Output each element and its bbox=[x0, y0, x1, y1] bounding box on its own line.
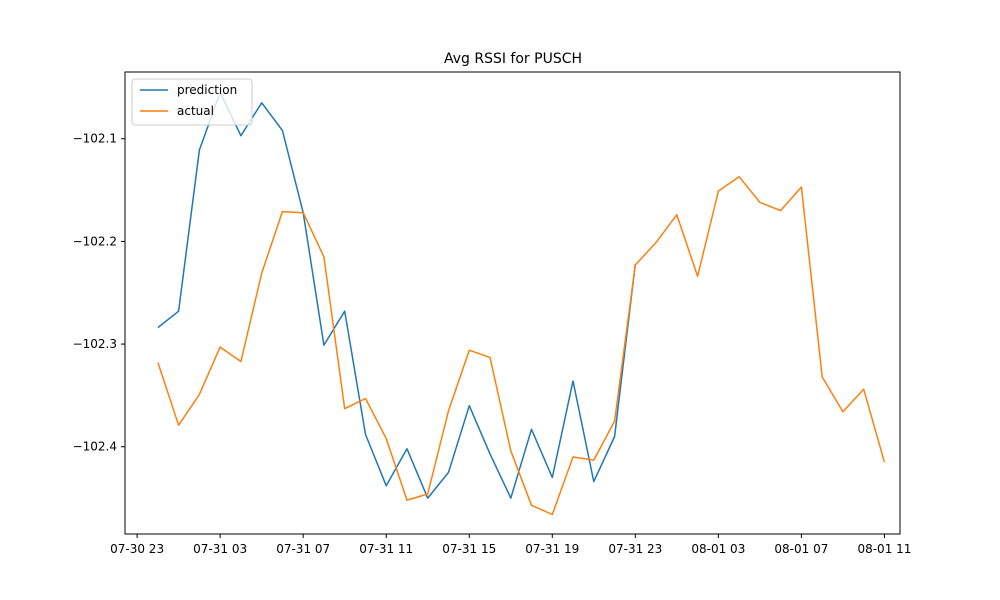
x-axis: 07-30 23 07-31 03 07-31 07 07-31 11 07-31 15… bbox=[110, 534, 911, 556]
x-tick-label: 08-01 07 bbox=[774, 542, 828, 556]
x-tick-label: 07-30 23 bbox=[110, 542, 164, 556]
series-line-prediction bbox=[157, 91, 637, 499]
legend: prediction actual bbox=[131, 78, 253, 126]
x-tick-label: 08-01 11 bbox=[857, 542, 911, 556]
series-layer bbox=[157, 91, 886, 516]
plot-area bbox=[124, 71, 901, 535]
y-tick-label: −102.3 bbox=[73, 337, 117, 351]
y-tick-label: −102.2 bbox=[73, 234, 117, 248]
x-tick-label: 08-01 03 bbox=[691, 542, 745, 556]
x-tick-label: 07-31 19 bbox=[525, 542, 579, 556]
chart-title: Avg RSSI for PUSCH bbox=[444, 51, 582, 67]
x-tick-label: 07-31 11 bbox=[359, 542, 413, 556]
x-tick-label: 07-31 23 bbox=[608, 542, 662, 556]
legend-label-prediction: prediction bbox=[177, 83, 237, 97]
legend-label-actual: actual bbox=[177, 104, 214, 118]
y-tick-label: −102.1 bbox=[73, 132, 117, 146]
x-tick-label: 07-31 07 bbox=[276, 542, 330, 556]
x-tick-label: 07-31 15 bbox=[442, 542, 496, 556]
series-line-actual bbox=[157, 175, 886, 516]
y-tick-label: −102.4 bbox=[73, 440, 117, 454]
y-axis: −102.1 −102.2 −102.3 −102.4 bbox=[73, 132, 125, 454]
x-tick-label: 07-31 03 bbox=[193, 542, 247, 556]
